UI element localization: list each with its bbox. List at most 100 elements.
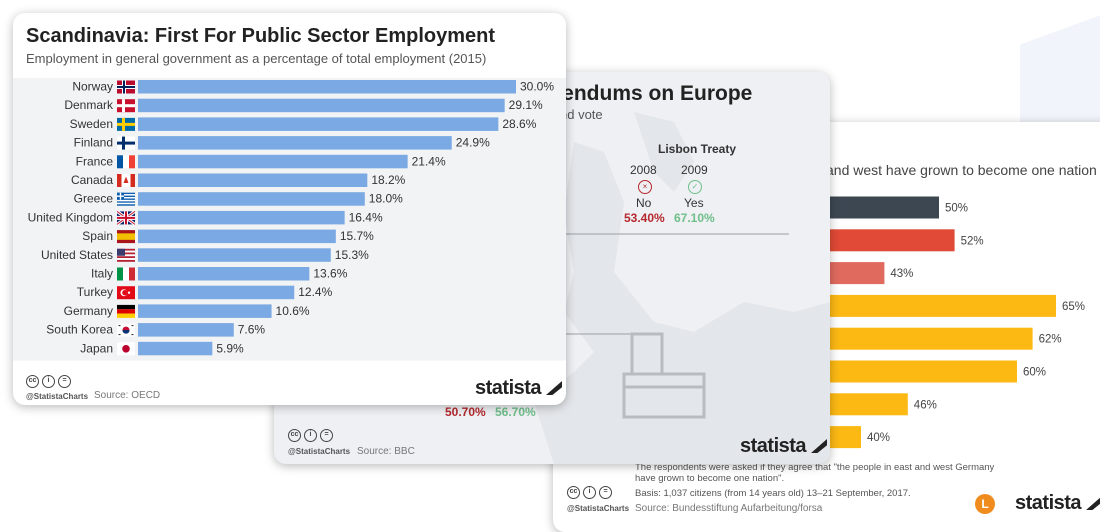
year-2009: 2009 bbox=[681, 163, 708, 177]
france-flag-icon bbox=[117, 155, 135, 169]
category-label: Sweden bbox=[70, 117, 113, 131]
bar bbox=[138, 285, 295, 300]
spain-flag-icon bbox=[117, 230, 135, 244]
nd-icon: = bbox=[58, 375, 71, 388]
survey-basis: Basis: 1,037 citizens (from 14 years old… bbox=[635, 488, 911, 499]
category-label: Finland bbox=[74, 136, 113, 150]
card-subtitle: and west have grown to become one nation bbox=[826, 162, 1097, 178]
bar bbox=[138, 136, 452, 150]
treaty-label: Lisbon Treaty bbox=[658, 142, 737, 156]
bar bbox=[138, 210, 345, 225]
value-label: 24.9% bbox=[456, 136, 490, 150]
cc-icon: cc bbox=[26, 375, 39, 388]
source-text: Source: BBC bbox=[357, 446, 415, 457]
category-label: South Korea bbox=[46, 323, 113, 337]
no-mark-icon: × bbox=[638, 180, 652, 194]
value-label: 21.4% bbox=[412, 154, 446, 168]
bar bbox=[138, 248, 331, 262]
value-label: 52% bbox=[961, 235, 984, 247]
answer-yes: Yes bbox=[684, 196, 704, 210]
card-subtitle: nd vote bbox=[560, 107, 603, 122]
bar bbox=[138, 98, 505, 113]
denmark-flag-icon bbox=[117, 99, 135, 113]
category-label: Spain bbox=[82, 229, 113, 243]
by-icon: i bbox=[42, 375, 55, 388]
south-korea-flag-icon bbox=[117, 323, 135, 337]
bar bbox=[138, 341, 213, 356]
category-label: Italy bbox=[91, 267, 113, 281]
italy-flag-icon bbox=[117, 267, 135, 281]
statista-handle: @StatistaCharts bbox=[567, 504, 630, 513]
ballot-box-icon bbox=[622, 332, 706, 419]
bar bbox=[138, 304, 272, 318]
no-percentage: 53.40% bbox=[624, 211, 665, 225]
cc-license-icons: cc i = bbox=[567, 486, 612, 499]
value-label: 13.6% bbox=[313, 267, 347, 281]
value-label: 60% bbox=[1023, 367, 1046, 379]
statista-logo-icon bbox=[1086, 496, 1100, 510]
finland-flag-icon bbox=[117, 136, 135, 150]
value-label: 18.2% bbox=[371, 173, 405, 187]
year-2008: 2008 bbox=[630, 163, 657, 177]
public-sector-bar-chart: Norway 30.0% Denmark 29.1% Sweden 28.6% Finlan… bbox=[13, 78, 566, 361]
cc-icon: cc bbox=[288, 429, 301, 442]
category-label: Denmark bbox=[64, 98, 114, 112]
turkey-flag-icon bbox=[117, 286, 135, 300]
greece-flag-icon bbox=[117, 192, 135, 206]
statista-logo-icon bbox=[546, 381, 563, 395]
bar bbox=[138, 173, 368, 187]
bottom-yes-percentage: 56.70% bbox=[495, 405, 536, 419]
bar bbox=[138, 154, 408, 169]
bar bbox=[138, 80, 516, 94]
by-icon: i bbox=[304, 429, 317, 442]
value-label: 10.6% bbox=[276, 304, 310, 318]
nd-icon: = bbox=[599, 486, 612, 499]
statista-logo: statista bbox=[1015, 492, 1100, 515]
statista-handle: @StatistaCharts bbox=[288, 447, 351, 456]
yes-check-icon: ✓ bbox=[688, 180, 702, 194]
by-icon: i bbox=[583, 486, 596, 499]
statista-handle: @StatistaCharts bbox=[26, 392, 89, 401]
value-label: 7.6% bbox=[238, 323, 266, 337]
cc-license-icons: cc i = bbox=[26, 375, 71, 388]
value-label: 16.4% bbox=[349, 210, 383, 224]
cc-icon: cc bbox=[567, 486, 580, 499]
l-logo-icon: L bbox=[975, 494, 995, 514]
card-title: rendums on Europe bbox=[554, 82, 753, 105]
statista-logo-icon bbox=[811, 439, 828, 453]
category-label: Turkey bbox=[77, 285, 113, 299]
category-label: Greece bbox=[74, 192, 114, 206]
bar bbox=[138, 229, 336, 244]
bar bbox=[138, 267, 310, 281]
statista-logo: statista bbox=[740, 435, 828, 458]
statista-logo: statista bbox=[475, 377, 563, 400]
category-label: Norway bbox=[72, 80, 113, 94]
nd-icon: = bbox=[320, 429, 333, 442]
chart-title: Scandinavia: First For Public Sector Emp… bbox=[26, 25, 495, 47]
bar bbox=[138, 117, 499, 131]
category-label: United Kingdom bbox=[28, 210, 113, 224]
japan-flag-icon bbox=[117, 342, 135, 356]
canada-flag-icon bbox=[117, 174, 135, 187]
category-label: Japan bbox=[80, 341, 113, 355]
cc-license-icons: cc i = bbox=[288, 429, 333, 442]
value-label: 15.7% bbox=[340, 229, 374, 243]
source-text: Source: Bundesstiftung Aufarbeitung/fors… bbox=[635, 503, 823, 514]
value-label: 18.0% bbox=[369, 192, 403, 206]
value-label: 62% bbox=[1039, 334, 1062, 346]
value-label: 46% bbox=[914, 399, 937, 411]
germany-flag-icon bbox=[117, 304, 135, 318]
value-label: 5.9% bbox=[216, 341, 244, 355]
value-label: 12.4% bbox=[298, 285, 332, 299]
category-label: France bbox=[76, 154, 114, 168]
yes-percentage: 67.10% bbox=[674, 211, 715, 225]
source-text: Source: OECD bbox=[94, 390, 161, 401]
survey-note: The respondents were asked if they agree… bbox=[635, 462, 995, 484]
value-label: 40% bbox=[867, 432, 890, 444]
category-label: Germany bbox=[64, 304, 113, 318]
infographic-card-public-sector[interactable]: Scandinavia: First For Public Sector Emp… bbox=[13, 13, 566, 405]
value-label: 65% bbox=[1062, 301, 1085, 313]
value-label: 43% bbox=[890, 268, 913, 280]
value-label: 28.6% bbox=[502, 117, 536, 131]
value-label: 50% bbox=[945, 203, 968, 215]
